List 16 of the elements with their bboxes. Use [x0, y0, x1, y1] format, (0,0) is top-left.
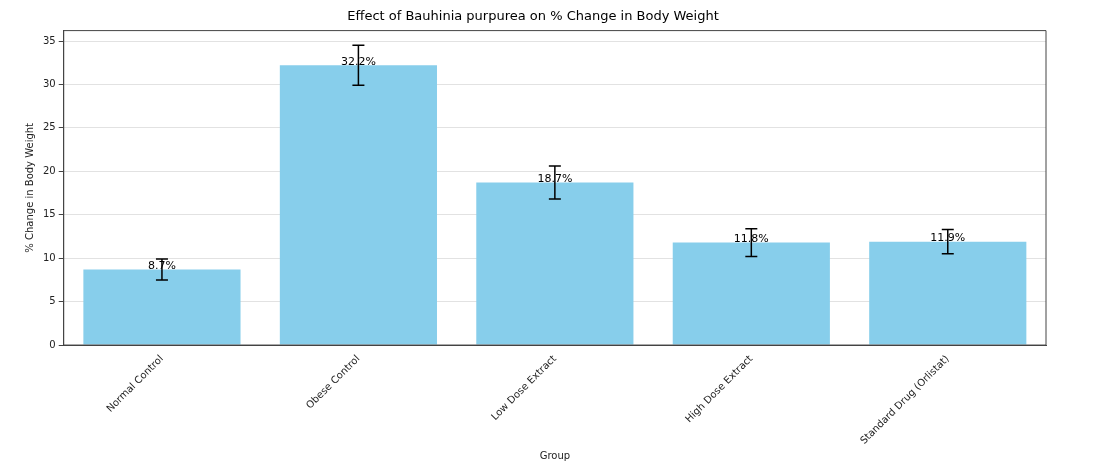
y-tick-label: 10 [42, 251, 56, 263]
bar [672, 242, 830, 345]
x-axis-title: Group [539, 449, 571, 461]
y-tick-label: 25 [42, 121, 56, 133]
y-tick-label: 15 [42, 208, 56, 220]
y-tick-label: 35 [42, 34, 56, 46]
y-tick-label: 5 [49, 295, 56, 307]
bar [869, 241, 1027, 345]
bar [83, 269, 241, 345]
y-tick-label: 0 [49, 338, 56, 350]
y-tick-label: 30 [42, 78, 56, 90]
bar [476, 182, 634, 345]
y-tick-label: 20 [42, 164, 56, 176]
chart-title: Effect of Bauhinia purpurea on % Change in Body Weight [347, 8, 719, 24]
bar [279, 65, 437, 345]
y-axis-title: % Change in Body Weight [23, 122, 35, 253]
